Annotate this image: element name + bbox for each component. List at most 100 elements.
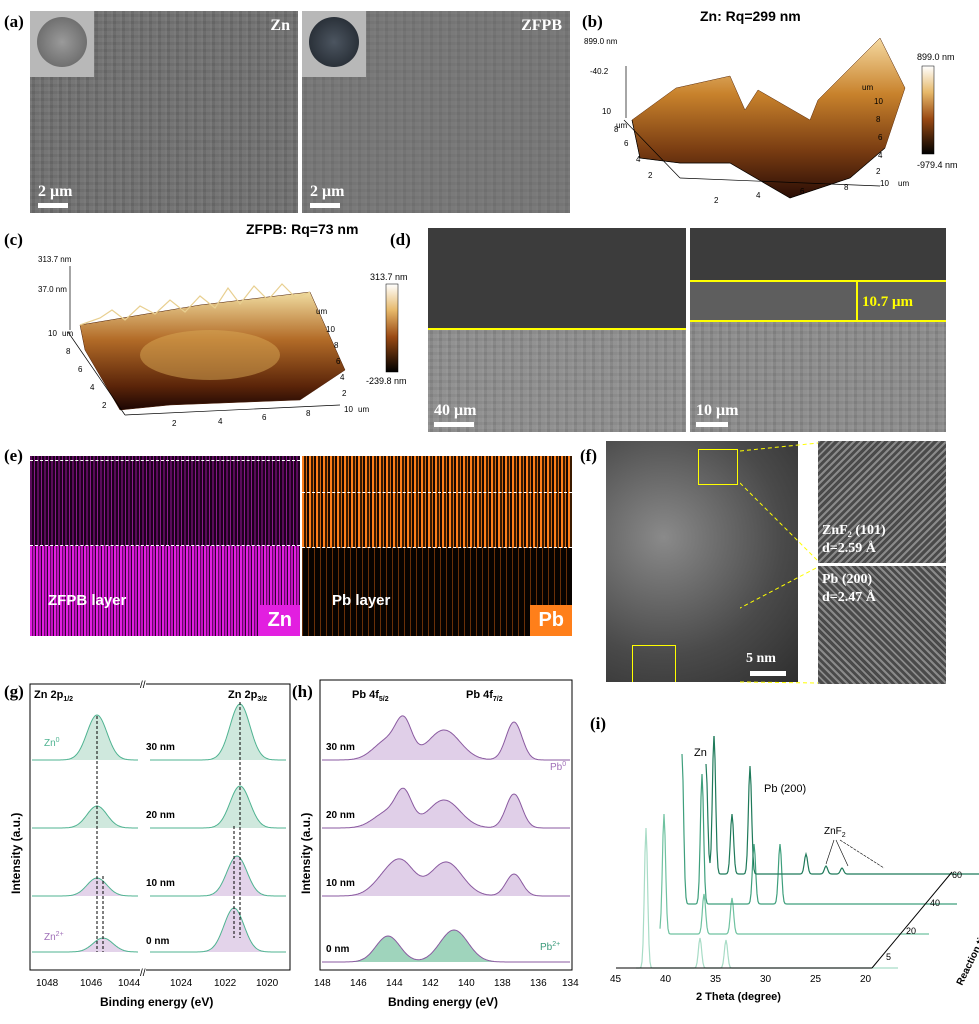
x-tick: 40: [660, 974, 672, 985]
afm-zfpb-title: ZFPB: Rq=73 nm: [246, 221, 359, 237]
pb4f52-sub: 5/2: [379, 696, 389, 703]
afm-zfpb-3d-surface: 313.7 nm 37.0 nm 10 um 8 6 4 2 2 4 6 8 1…: [38, 255, 408, 428]
x-tick: 134: [562, 978, 579, 989]
y-tick: 4: [90, 383, 95, 392]
scale-text: 10 μm: [696, 402, 739, 419]
xrd-pattern-trace: [659, 813, 929, 935]
scale-bar: [38, 203, 68, 208]
afm-zn-3d-surface: 899.0 nm -40.2 10 um 8 6 4 2 2 4 6 8 10 …: [584, 37, 958, 205]
r-unit: um: [862, 83, 873, 92]
cbar-max: 899.0 nm: [917, 52, 955, 62]
scale-bar: [696, 422, 728, 427]
layer-top-line: [690, 280, 946, 282]
xps-zn-peak-right: [150, 855, 286, 897]
interface-line: [428, 328, 686, 330]
xps-zn2p-chart: // // Zn 2p1/2 Zn 2p3/2 Zn0 Zn2+ 30 nm 2…: [9, 680, 291, 1009]
scale-text: 5 nm: [746, 651, 776, 666]
pb200-peak-label: Pb (200): [764, 783, 806, 795]
z-top-label: 899.0 nm: [584, 37, 618, 46]
xrd-pattern-trace: [681, 753, 957, 905]
y-tick: 4: [636, 155, 641, 164]
xps-pb-peak-envelope: [322, 858, 570, 897]
xps-pb-peak-envelope: [322, 715, 570, 761]
zn2plus-label: Zn: [44, 932, 56, 943]
cbar-min: -979.4 nm: [917, 160, 958, 170]
depth-label: 0 nm: [326, 944, 349, 955]
x-tick: 138: [494, 978, 511, 989]
x-tick: 25: [810, 974, 822, 985]
depth-label: 10 nm: [326, 878, 355, 889]
hrtem-zoom-znf2: ZnF₂ (101) d=2.59 Å: [818, 441, 946, 563]
panel-d-label: (d): [390, 230, 411, 249]
y-tick: 2: [648, 171, 653, 180]
x-tick: 20: [860, 974, 872, 985]
svg-text:Pb 4f7/2: Pb 4f7/2: [466, 689, 503, 703]
x-tick: 45: [610, 974, 622, 985]
x-tick: 4: [218, 417, 223, 426]
roi-box-top: [698, 449, 738, 485]
zfpb-disk-photo: [302, 11, 366, 77]
xps-zn-peak-left: [32, 805, 138, 829]
y-tick-unit: um: [616, 121, 627, 130]
pb4f72-sub: 7/2: [493, 696, 503, 703]
y-tick: 2: [102, 401, 107, 410]
afm-zn-title: Zn: Rq=299 nm: [700, 8, 801, 24]
sem-cross-section-high-mag: 10.7 μm 10 μm: [690, 228, 946, 432]
r-unit: um: [316, 307, 327, 316]
x-tick: 136: [530, 978, 547, 989]
svg-text:Pb2+: Pb2+: [540, 941, 560, 953]
zn0-sup: 0: [56, 737, 60, 744]
pb4f72-label: Pb 4f: [466, 689, 493, 701]
scale-bar: [310, 203, 340, 208]
r-tick: 10: [874, 97, 883, 106]
panel-i-label: (i): [590, 714, 607, 733]
r-tick: 2: [342, 389, 347, 398]
y-tick: 6: [78, 365, 83, 374]
depth-label: 30 nm: [146, 742, 175, 753]
x-tick: 8: [306, 409, 311, 418]
x-tick: 30: [760, 974, 772, 985]
r-tick: 10: [326, 325, 335, 334]
sem-image-zfpb: ZFPB 2 μm: [302, 11, 570, 213]
pb0-sup: 0: [562, 761, 566, 768]
colorbar: [385, 283, 399, 373]
xps-pb4f-chart: Pb 4f5/2 Pb 4f7/2 Pb0 Pb2+ 30 nm 20 nm 1…: [299, 679, 579, 1009]
x-tick: 146: [350, 978, 367, 989]
x-tick: 142: [422, 978, 439, 989]
x-tick: 2: [714, 196, 719, 205]
svg-text:Pb 4f5/2: Pb 4f5/2: [352, 689, 389, 703]
zn-tag: Zn: [270, 17, 290, 34]
x-tick: 1044: [118, 978, 141, 989]
xrd-pattern-trace: [636, 827, 898, 969]
panel-e-label: (e): [4, 446, 23, 465]
zn2p12-label: Zn 2p: [34, 689, 64, 701]
z-tick: 60: [952, 870, 962, 880]
scale-text: 2 μm: [310, 183, 345, 200]
x-tick: 6: [800, 187, 805, 196]
z-top-label: 313.7 nm: [38, 255, 72, 264]
zn2p32-label: Zn 2p: [228, 689, 258, 701]
zn2p32-sub: 3/2: [257, 696, 267, 703]
r-tick: 4: [878, 151, 883, 160]
r-tick: 8: [334, 341, 339, 350]
y-axis-label: Intensity (a.u.): [299, 813, 313, 894]
scale-bar: [434, 422, 474, 427]
x-tick: 1022: [214, 978, 237, 989]
y-tick: 10: [602, 107, 611, 116]
xps-pb-peak-envelope: [322, 787, 570, 829]
depth-label: 30 nm: [326, 742, 355, 753]
sem-cross-section-low-mag: 40 μm: [428, 228, 686, 432]
x-tick: 4: [756, 191, 761, 200]
eds-map-pb: Pb layer Pb: [302, 456, 572, 636]
zn-peak-label: Zn: [694, 747, 707, 759]
depth-label: 10 nm: [146, 878, 175, 889]
xps-zn-peak-right: [150, 907, 286, 953]
x-tick: 10: [880, 179, 889, 188]
z-tick: 5: [886, 952, 891, 962]
pb2plus-sup: 2+: [552, 941, 560, 948]
znf2-d-spacing: d=2.59 Å: [822, 541, 876, 556]
y-axis-label: Intensity (a.u.): [9, 813, 23, 894]
sem-image-zn: Zn 2 μm: [30, 11, 298, 213]
x-tick: 1020: [256, 978, 279, 989]
r-tick: 2: [876, 167, 881, 176]
